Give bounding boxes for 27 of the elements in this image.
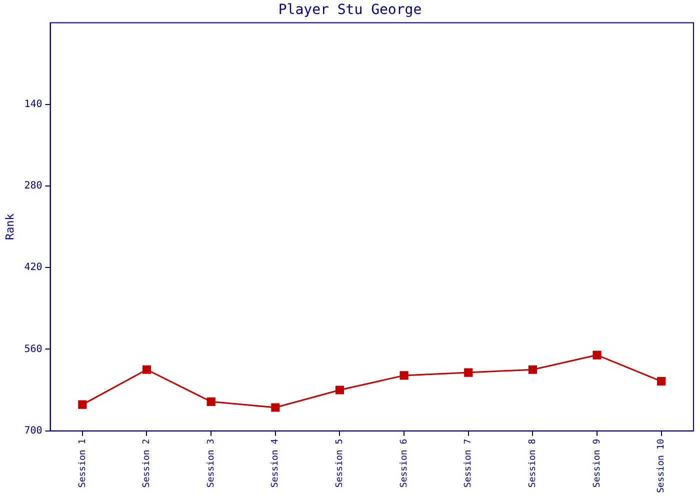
x-tick-label: Session 8 <box>528 438 538 488</box>
chart-title: Player Stu George <box>278 2 422 18</box>
x-tick-label: Session 10 <box>656 438 667 494</box>
point <box>335 386 344 394</box>
point <box>78 400 87 409</box>
x-tick-label: Session 4 <box>270 438 281 488</box>
x-tick-label: Session 5 <box>335 438 346 488</box>
y-axis-title: Rank <box>3 213 16 240</box>
x-tick-label: Session 6 <box>399 438 410 488</box>
y-tick-label: 140 <box>24 98 42 110</box>
x-tick-label: Session 7 <box>464 438 474 488</box>
x-tick-label: Session 2 <box>142 438 152 488</box>
y-tick-label: 420 <box>24 262 42 274</box>
x-tick-label: Session 1 <box>78 438 88 488</box>
x-tick-label: Session 9 <box>592 438 602 488</box>
y-tick-label: 280 <box>24 180 42 192</box>
point <box>592 350 602 360</box>
point <box>206 397 216 406</box>
point <box>400 371 408 380</box>
y-tick-label: 560 <box>24 344 42 355</box>
y-tick-label: 700 <box>24 425 42 436</box>
point <box>528 365 537 374</box>
point <box>142 365 152 374</box>
x-tick-label: Session 3 <box>206 438 216 488</box>
point <box>657 376 666 386</box>
point <box>464 368 473 377</box>
point <box>271 403 280 412</box>
